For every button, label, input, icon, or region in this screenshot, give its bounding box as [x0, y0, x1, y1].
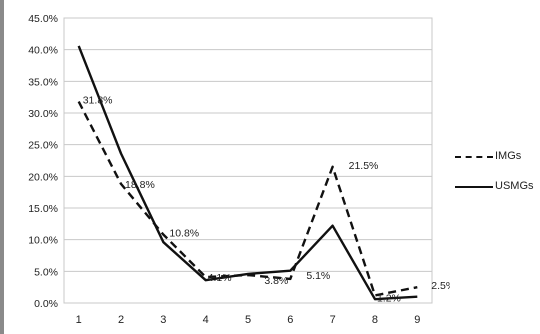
data-label: 18.8%: [125, 179, 155, 191]
data-label: 31.8%: [83, 95, 113, 107]
x-tick-label: 2: [118, 314, 124, 326]
legend-label-usmgs: USMGs: [495, 180, 534, 192]
y-tick-label: 25.0%: [28, 140, 58, 152]
legend-label-imgs: IMGs: [495, 150, 522, 162]
x-tick-label: 1: [76, 314, 82, 326]
legend-swatch-dashed: [455, 156, 493, 158]
x-tick-label: 6: [287, 314, 293, 326]
data-label: 21.5%: [349, 160, 379, 172]
x-tick-label: 5: [245, 314, 251, 326]
y-tick-label: 40.0%: [28, 45, 58, 57]
legend-item-imgs: IMGs: [455, 148, 535, 178]
data-label: 1.2%: [377, 292, 401, 304]
series-line-usmgs: [77, 45, 418, 301]
data-label: 3.8%: [264, 275, 288, 287]
y-tick-label: 15.0%: [28, 203, 58, 215]
legend: IMGs USMGs: [455, 148, 535, 208]
y-tick-label: 30.0%: [28, 108, 58, 120]
y-tick-label: 35.0%: [28, 76, 58, 88]
y-tick-label: 5.0%: [34, 266, 58, 278]
x-tick-label: 7: [330, 314, 336, 326]
y-tick-label: 20.0%: [28, 171, 58, 183]
x-tick-label: 4: [203, 314, 209, 326]
y-tick-label: 45.0%: [28, 13, 58, 25]
data-label: 10.8%: [169, 228, 199, 240]
legend-item-usmgs: USMGs: [455, 178, 535, 208]
y-tick-label: 0.0%: [34, 298, 58, 310]
left-edge-bar: [0, 0, 4, 334]
x-tick-label: 3: [160, 314, 166, 326]
y-tick-label: 10.0%: [28, 235, 58, 247]
data-label: 4.1%: [208, 272, 232, 284]
data-label: 5.1%: [306, 270, 330, 282]
x-tick-label: 9: [414, 314, 420, 326]
series-line-imgs: [77, 101, 418, 297]
data-label: 2.5%: [431, 280, 450, 292]
x-tick-label: 8: [372, 314, 378, 326]
legend-swatch-solid: [455, 186, 493, 188]
line-chart: 0.0% 5.0% 10.0% 15.0% 20.0% 25.0% 30.0% 35.0% 40…: [28, 13, 450, 326]
